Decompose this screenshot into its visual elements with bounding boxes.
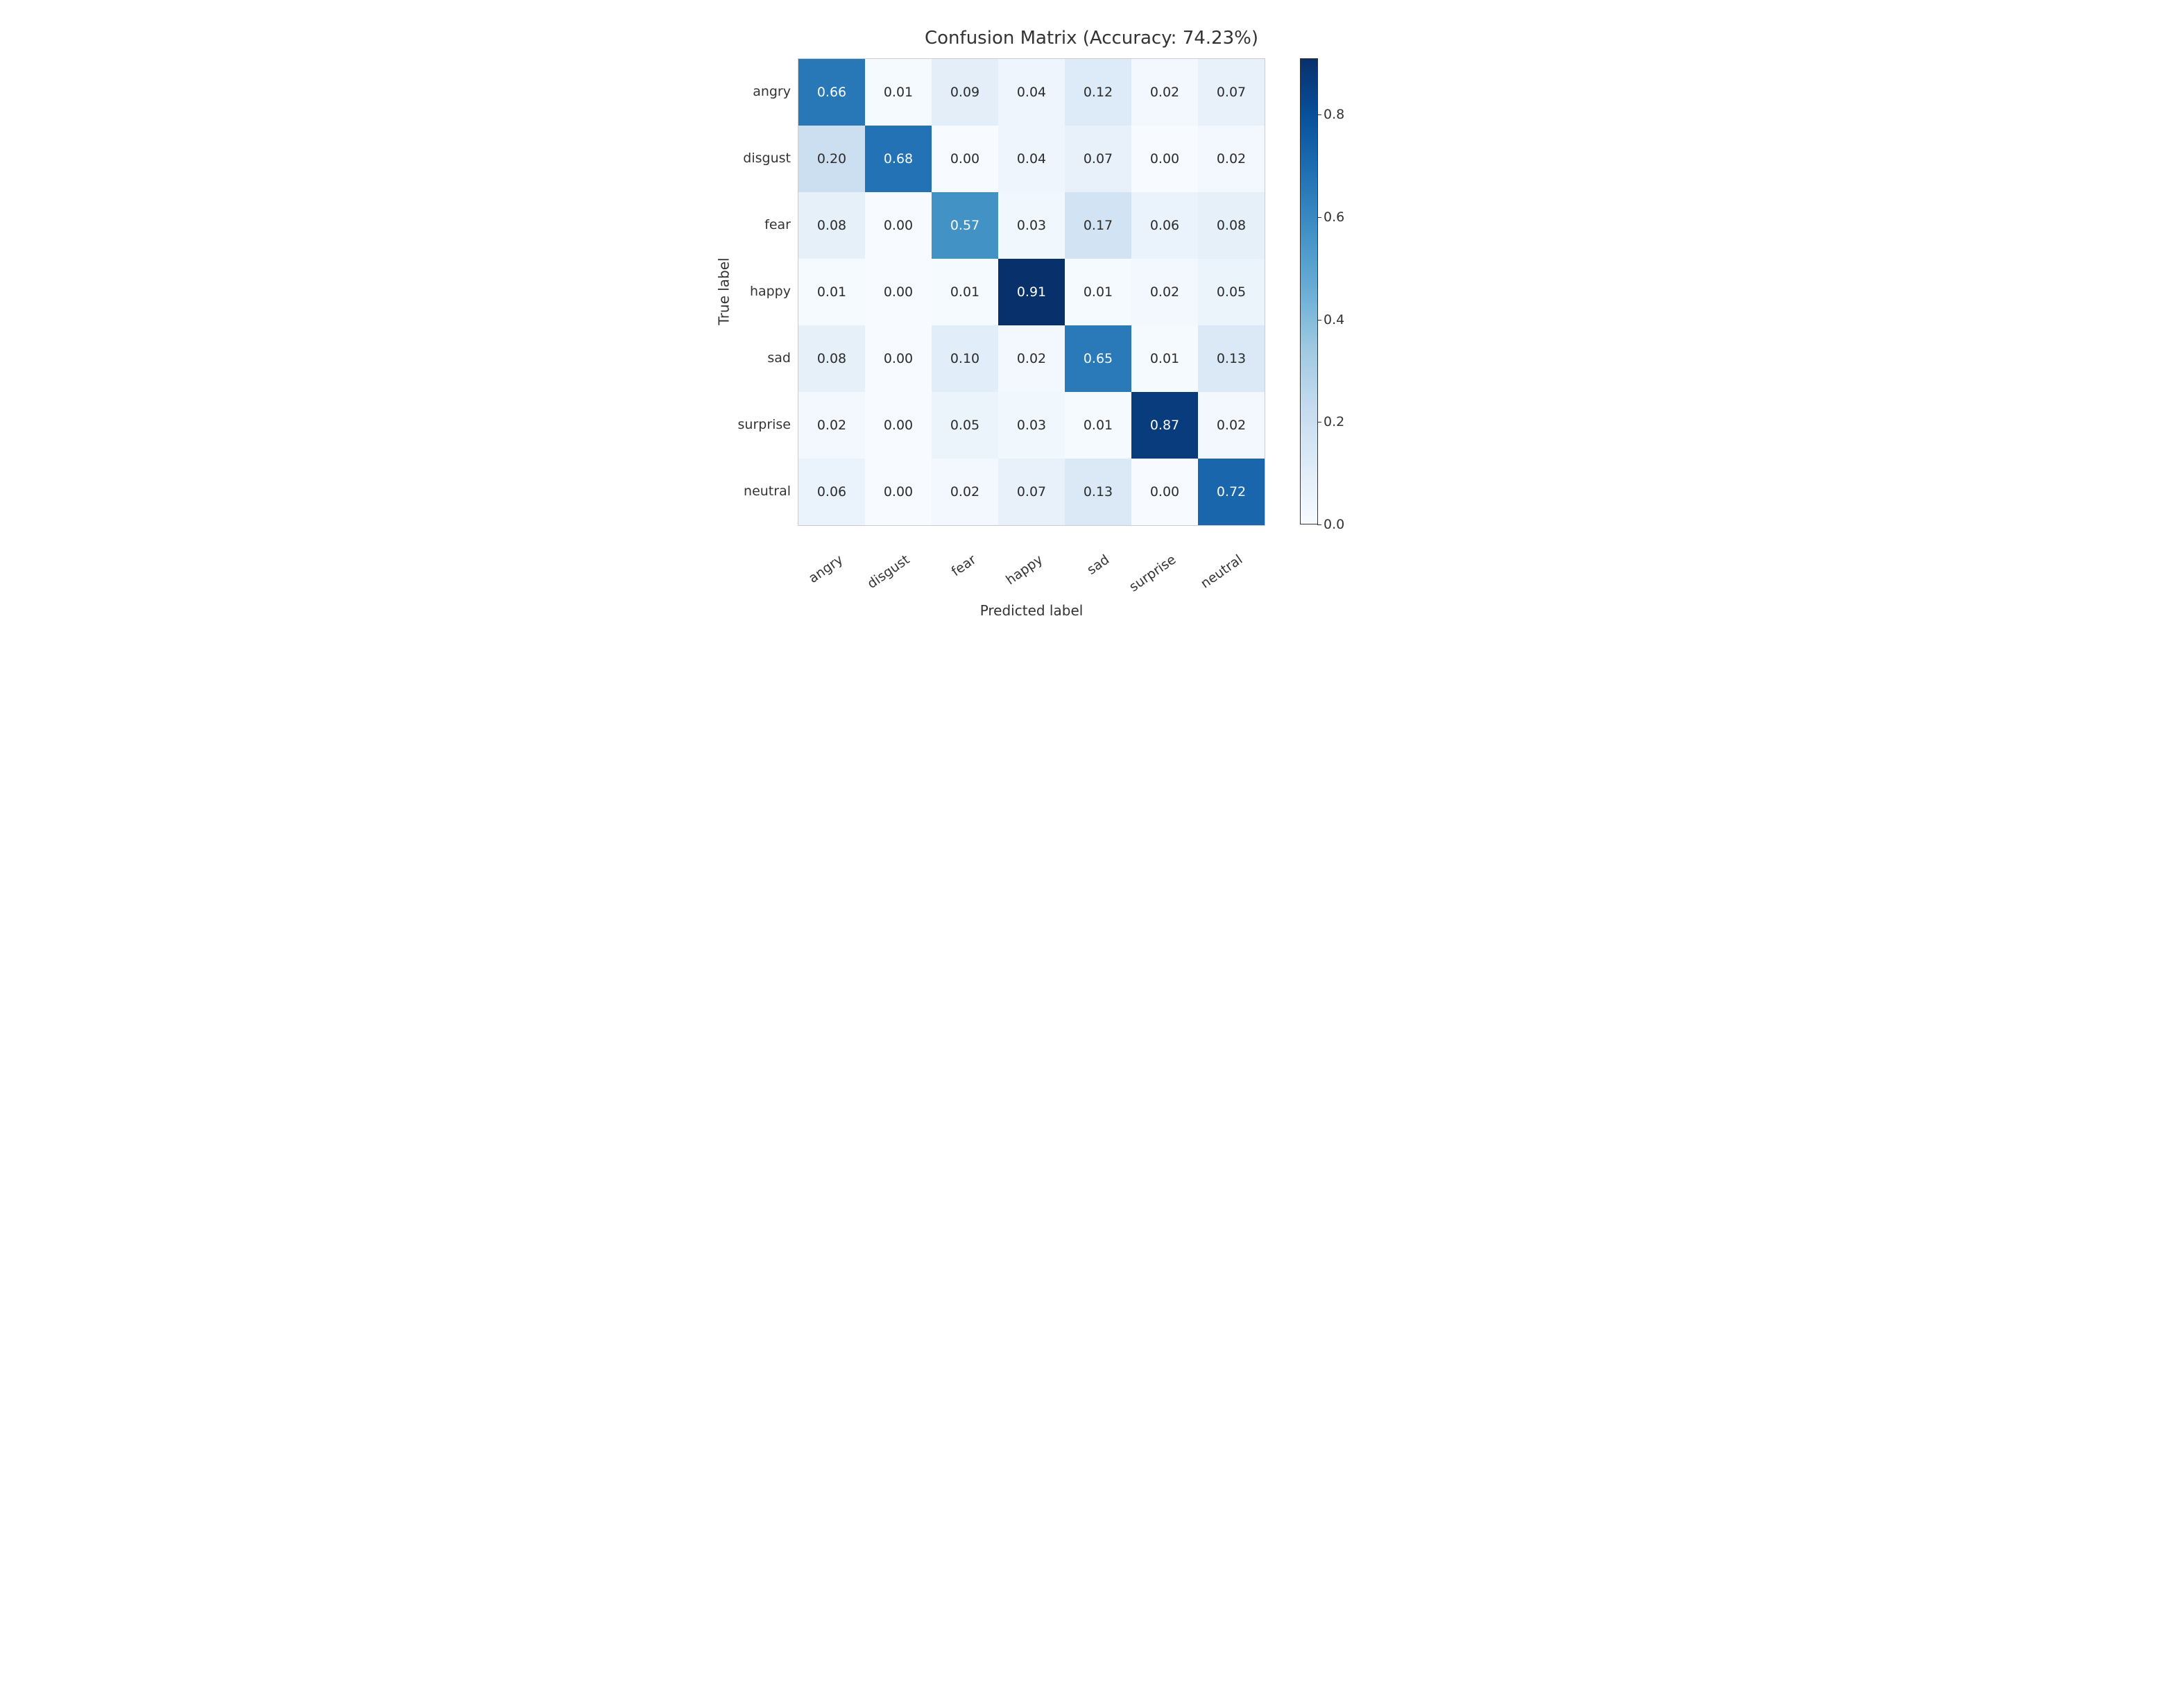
heatmap-cell: 0.04 — [998, 126, 1065, 192]
heatmap-block: 0.660.010.090.040.120.020.070.200.680.00… — [798, 58, 1265, 619]
heatmap-cell: 0.03 — [998, 392, 1065, 459]
heatmap-cell: 0.01 — [1065, 259, 1131, 325]
chart-title: Confusion Matrix (Accuracy: 74.23%) — [710, 28, 1473, 49]
heatmap-cell: 0.05 — [1198, 259, 1265, 325]
heatmap-cell: 0.08 — [1198, 192, 1265, 259]
heatmap-cell: 0.01 — [865, 59, 932, 126]
heatmap-cell: 0.08 — [798, 192, 865, 259]
heatmap-cell: 0.00 — [865, 325, 932, 392]
heatmap-grid: 0.660.010.090.040.120.020.070.200.680.00… — [798, 58, 1265, 526]
colorbar-ticks: 0.00.20.40.60.8 — [1324, 58, 1358, 524]
heatmap-cell: 0.00 — [1131, 126, 1198, 192]
ytick-label: surprise — [738, 391, 791, 458]
ytick-label: happy — [750, 258, 791, 325]
heatmap-cell: 0.00 — [932, 126, 998, 192]
ytick-label: angry — [753, 58, 791, 125]
heatmap-cell: 0.07 — [1065, 126, 1131, 192]
xtick-label: fear — [943, 533, 1005, 582]
heatmap-cell: 0.13 — [1198, 325, 1265, 392]
heatmap-cell: 0.12 — [1065, 59, 1131, 126]
ylabel-container: True label — [710, 58, 738, 524]
colorbar-tick: 0.4 — [1324, 312, 1344, 327]
heatmap-cell: 0.65 — [1065, 325, 1131, 392]
heatmap-cell: 0.17 — [1065, 192, 1131, 259]
heatmap-cell: 0.02 — [932, 459, 998, 525]
heatmap-cell: 0.08 — [798, 325, 865, 392]
heatmap-cell: 0.01 — [932, 259, 998, 325]
heatmap-cell: 0.03 — [998, 192, 1065, 259]
heatmap-cell: 0.01 — [798, 259, 865, 325]
heatmap-cell: 0.00 — [865, 392, 932, 459]
xtick-label: neutral — [1209, 533, 1272, 582]
heatmap-cell: 0.72 — [1198, 459, 1265, 525]
heatmap-cell: 0.07 — [998, 459, 1065, 525]
heatmap-cell: 0.02 — [1198, 126, 1265, 192]
heatmap-cell: 0.00 — [865, 192, 932, 259]
heatmap-cell: 0.04 — [998, 59, 1065, 126]
colorbar-tick: 0.6 — [1324, 210, 1344, 225]
ytick-column: angrydisgustfearhappysadsurpriseneutral — [738, 58, 798, 524]
heatmap-cell: 0.87 — [1131, 392, 1198, 459]
ytick-label: disgust — [743, 125, 791, 191]
heatmap-cell: 0.02 — [1131, 59, 1198, 126]
heatmap-cell: 0.66 — [798, 59, 865, 126]
ylabel: True label — [716, 257, 733, 325]
heatmap-cell: 0.06 — [798, 459, 865, 525]
xtick-label: angry — [810, 533, 872, 582]
xtick-label: happy — [1009, 533, 1072, 582]
heatmap-cell: 0.02 — [998, 325, 1065, 392]
heatmap-cell: 0.01 — [1131, 325, 1198, 392]
colorbar — [1300, 58, 1318, 524]
heatmap-cell: 0.10 — [932, 325, 998, 392]
colorbar-tick: 0.8 — [1324, 107, 1344, 122]
heatmap-cell: 0.13 — [1065, 459, 1131, 525]
ytick-label: neutral — [744, 458, 791, 524]
colorbar-container: 0.00.20.40.60.8 — [1300, 58, 1358, 524]
heatmap-cell: 0.06 — [1131, 192, 1198, 259]
xtick-label: surprise — [1142, 533, 1205, 582]
ytick-label: sad — [767, 325, 791, 391]
colorbar-tick: 0.2 — [1324, 414, 1344, 429]
heatmap-cell: 0.07 — [1198, 59, 1265, 126]
colorbar-tick: 0.0 — [1324, 517, 1344, 532]
heatmap-cell: 0.00 — [865, 459, 932, 525]
xtick-row: angrydisgustfearhappysadsurpriseneutral — [798, 533, 1264, 547]
heatmap-cell: 0.01 — [1065, 392, 1131, 459]
heatmap-cell: 0.02 — [798, 392, 865, 459]
heatmap-cell: 0.68 — [865, 126, 932, 192]
xtick-label: sad — [1076, 533, 1138, 582]
xtick-label: disgust — [876, 533, 939, 582]
heatmap-cell: 0.57 — [932, 192, 998, 259]
xlabel: Predicted label — [798, 602, 1265, 619]
heatmap-cell: 0.05 — [932, 392, 998, 459]
heatmap-cell: 0.02 — [1198, 392, 1265, 459]
heatmap-cell: 0.00 — [1131, 459, 1198, 525]
plot-area: True label angrydisgustfearhappysadsurpr… — [710, 58, 1473, 619]
heatmap-cell: 0.20 — [798, 126, 865, 192]
ytick-label: fear — [764, 191, 791, 258]
confusion-matrix-figure: Confusion Matrix (Accuracy: 74.23%) True… — [710, 28, 1473, 619]
heatmap-cell: 0.02 — [1131, 259, 1198, 325]
heatmap-cell: 0.09 — [932, 59, 998, 126]
heatmap-cell: 0.91 — [998, 259, 1065, 325]
heatmap-cell: 0.00 — [865, 259, 932, 325]
